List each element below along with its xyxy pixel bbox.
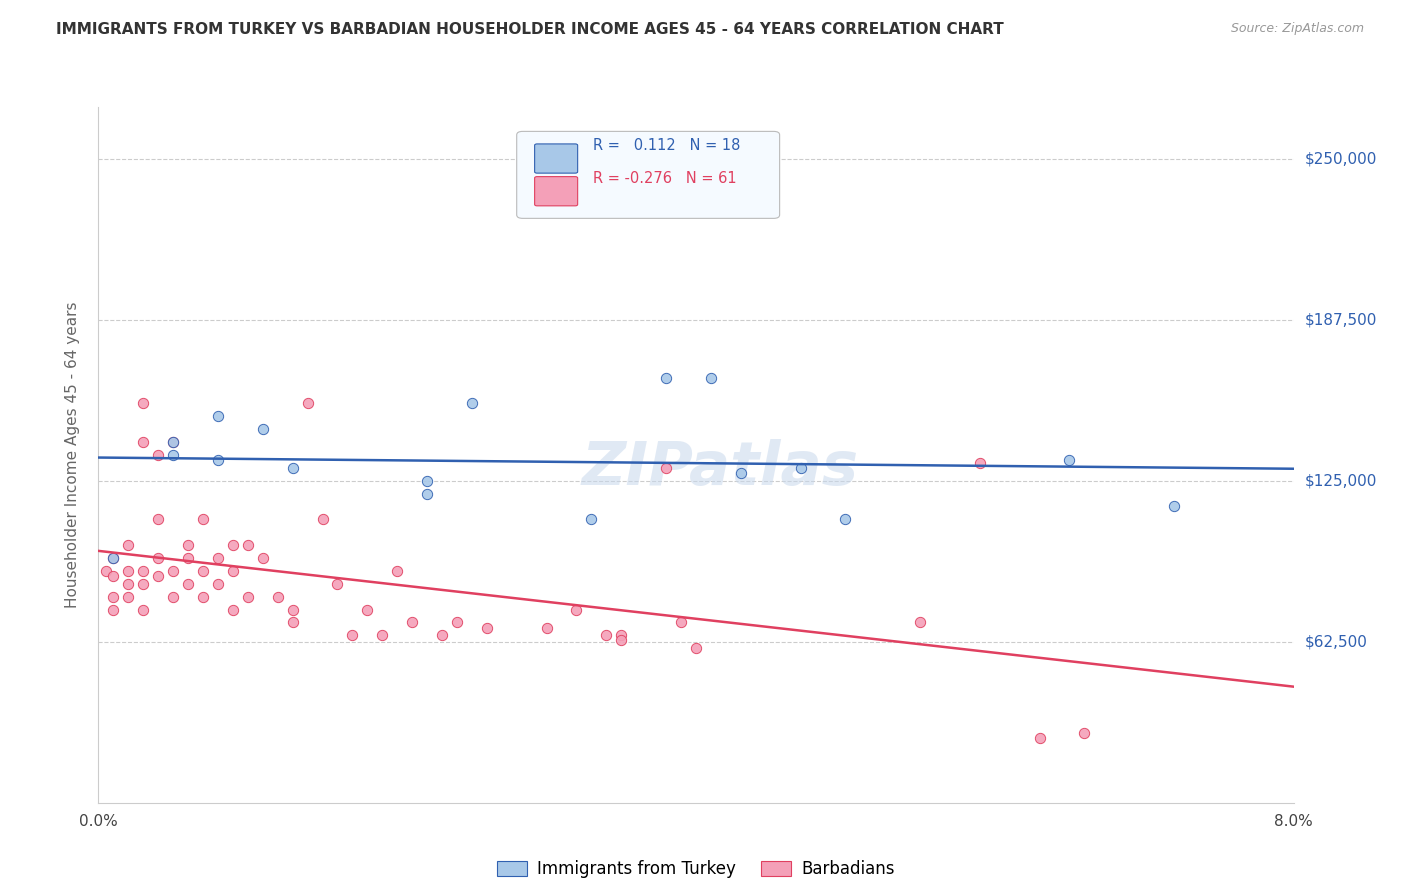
Point	[132, 602, 155, 616]
Point	[132, 576, 155, 591]
Point	[117, 564, 139, 578]
Legend: Immigrants from Turkey, Barbadians: Immigrants from Turkey, Barbadians	[491, 854, 901, 885]
Point	[191, 564, 214, 578]
Point	[222, 564, 245, 578]
Point	[610, 633, 633, 648]
Point	[177, 576, 200, 591]
Point	[834, 512, 856, 526]
Point	[655, 460, 678, 475]
Point	[207, 576, 229, 591]
Text: $125,000: $125,000	[1305, 473, 1376, 488]
Point	[207, 551, 229, 566]
Point	[148, 551, 170, 566]
Point	[162, 590, 184, 604]
Point	[132, 564, 155, 578]
Point	[969, 456, 991, 470]
Point	[669, 615, 692, 630]
Point	[191, 590, 214, 604]
Point	[267, 590, 290, 604]
Point	[222, 602, 245, 616]
Point	[132, 435, 155, 450]
Point	[222, 538, 245, 552]
Point	[730, 466, 752, 480]
Point	[297, 396, 319, 410]
Text: R = -0.276   N = 61: R = -0.276 N = 61	[593, 170, 737, 186]
Point	[148, 448, 170, 462]
Point	[103, 590, 125, 604]
Text: $62,500: $62,500	[1305, 634, 1368, 649]
Point	[1073, 726, 1095, 740]
FancyBboxPatch shape	[534, 144, 578, 173]
Point	[252, 551, 274, 566]
Point	[236, 538, 259, 552]
Point	[385, 564, 409, 578]
Point	[446, 615, 468, 630]
Point	[430, 628, 453, 642]
Point	[1163, 500, 1185, 514]
Point	[475, 621, 498, 635]
Point	[252, 422, 274, 436]
Point	[281, 602, 304, 616]
Point	[117, 538, 139, 552]
Point	[581, 512, 603, 526]
Point	[162, 448, 184, 462]
Point	[326, 576, 349, 591]
Point	[103, 551, 125, 566]
Point	[148, 569, 170, 583]
Point	[356, 602, 378, 616]
Point	[416, 474, 439, 488]
Point	[103, 602, 125, 616]
Point	[401, 615, 423, 630]
Point	[281, 460, 304, 475]
FancyBboxPatch shape	[517, 131, 779, 219]
Point	[700, 370, 723, 384]
Point	[117, 576, 139, 591]
Point	[655, 370, 678, 384]
Point	[103, 551, 125, 566]
Point	[94, 564, 117, 578]
Point	[236, 590, 259, 604]
Point	[1059, 453, 1081, 467]
Point	[789, 460, 811, 475]
Point	[103, 569, 125, 583]
Text: ZIPatlas: ZIPatlas	[581, 440, 859, 499]
Y-axis label: Householder Income Ages 45 - 64 years: Householder Income Ages 45 - 64 years	[65, 301, 80, 608]
Point	[565, 602, 588, 616]
Point	[416, 486, 439, 500]
Point	[162, 435, 184, 450]
Text: $187,500: $187,500	[1305, 312, 1376, 327]
Point	[595, 628, 617, 642]
Point	[117, 590, 139, 604]
Point	[461, 396, 484, 410]
Point	[371, 628, 394, 642]
Point	[536, 621, 558, 635]
Point	[177, 538, 200, 552]
Point	[207, 453, 229, 467]
Text: $250,000: $250,000	[1305, 151, 1376, 166]
Point	[191, 512, 214, 526]
Point	[177, 551, 200, 566]
Point	[207, 409, 229, 424]
Point	[342, 628, 364, 642]
Point	[281, 615, 304, 630]
Point	[610, 628, 633, 642]
Point	[162, 564, 184, 578]
Point	[148, 512, 170, 526]
FancyBboxPatch shape	[534, 177, 578, 206]
Text: R =   0.112   N = 18: R = 0.112 N = 18	[593, 137, 741, 153]
Point	[1028, 731, 1050, 746]
Point	[685, 641, 707, 656]
Point	[132, 396, 155, 410]
Point	[162, 435, 184, 450]
Point	[311, 512, 333, 526]
Point	[908, 615, 931, 630]
Text: Source: ZipAtlas.com: Source: ZipAtlas.com	[1230, 22, 1364, 36]
Text: IMMIGRANTS FROM TURKEY VS BARBADIAN HOUSEHOLDER INCOME AGES 45 - 64 YEARS CORREL: IMMIGRANTS FROM TURKEY VS BARBADIAN HOUS…	[56, 22, 1004, 37]
